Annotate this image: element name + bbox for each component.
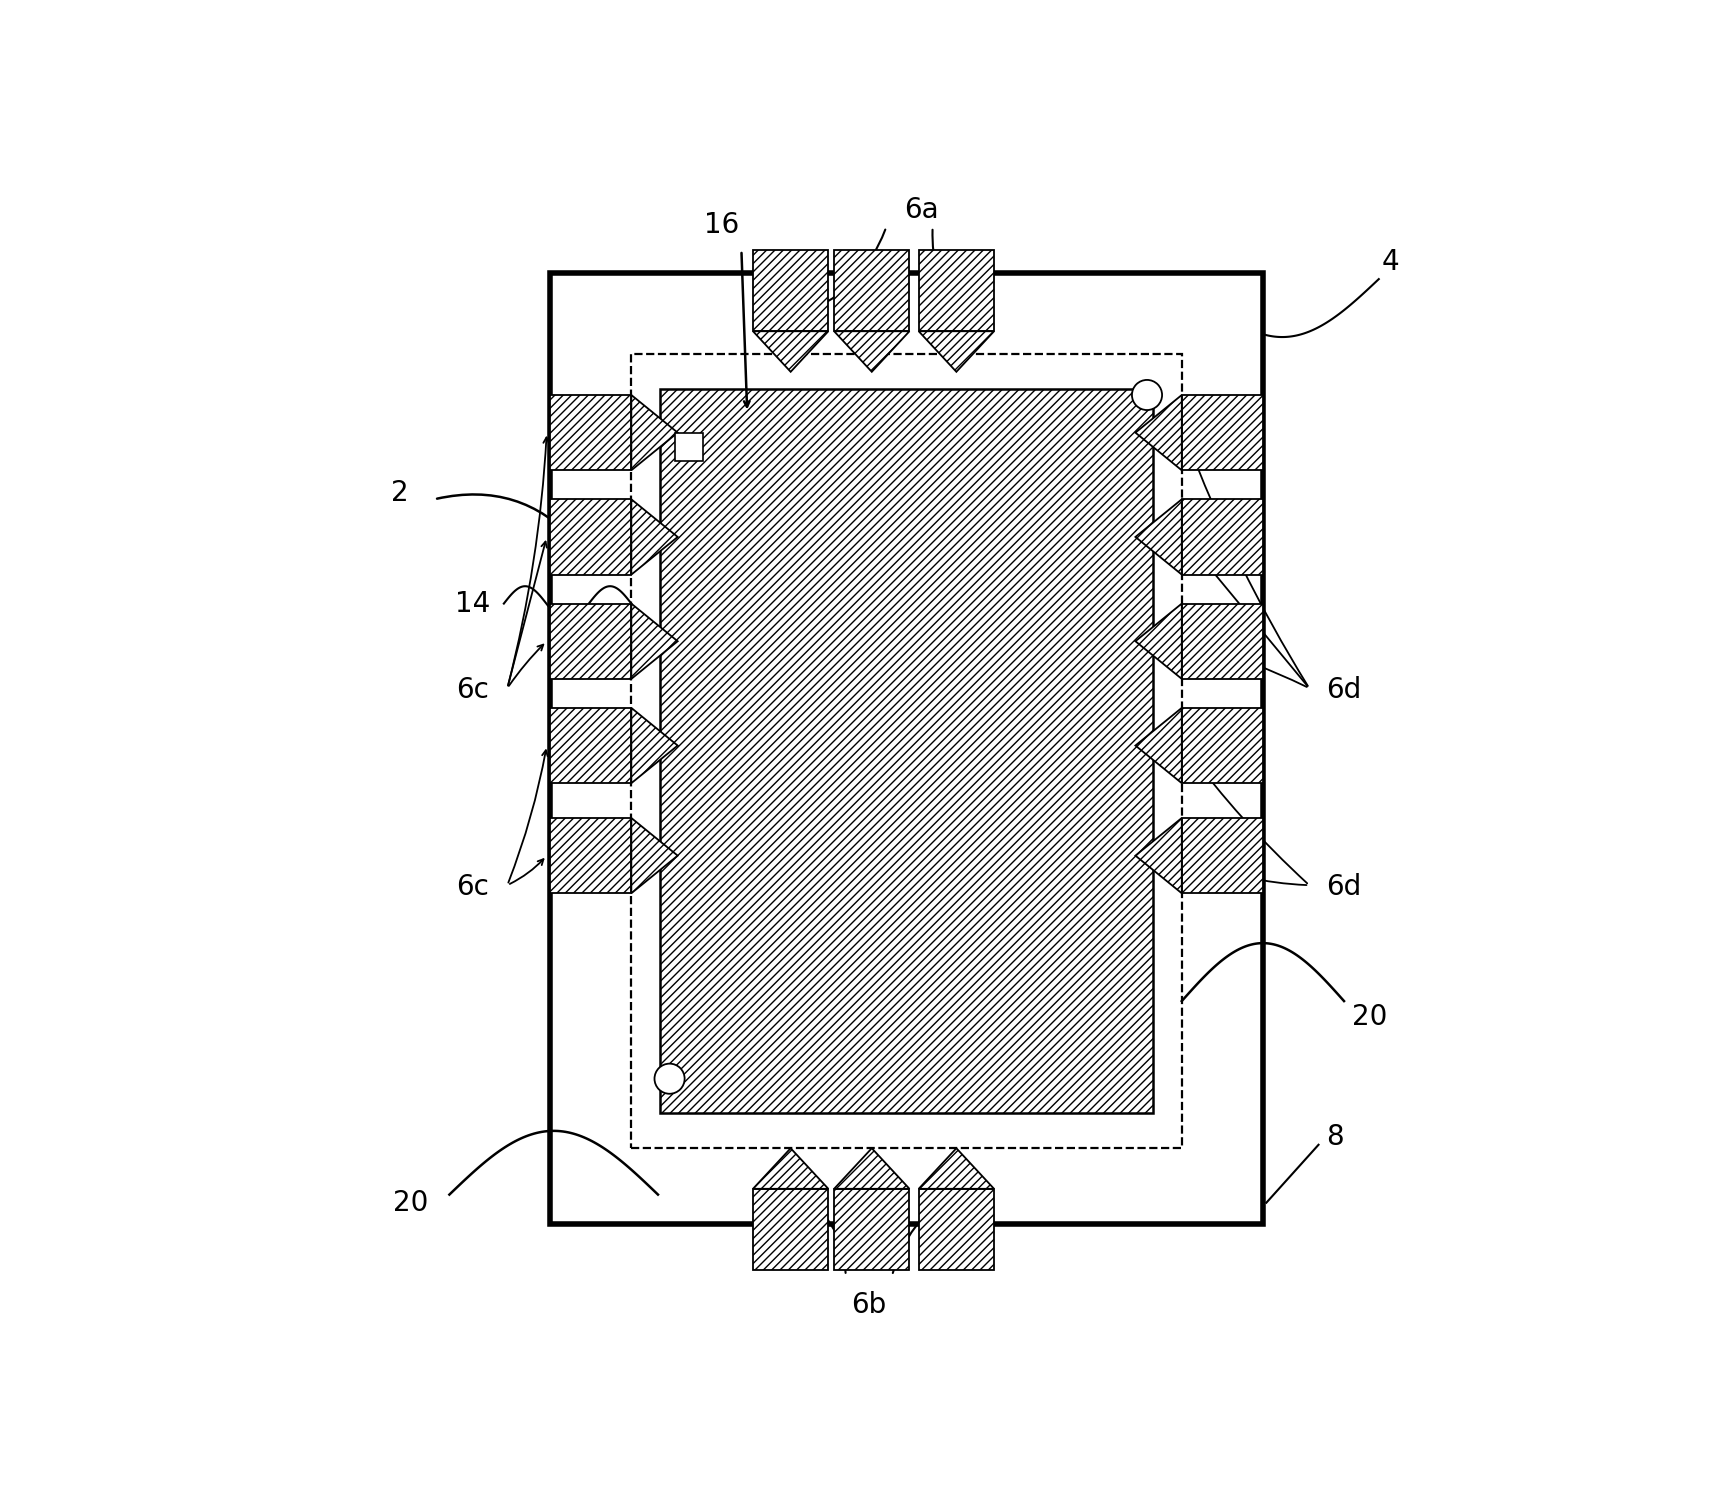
Bar <box>550 394 631 470</box>
Bar <box>550 500 631 575</box>
Bar <box>919 250 995 331</box>
Polygon shape <box>835 331 909 372</box>
Bar <box>1182 707 1263 783</box>
Text: 20: 20 <box>393 1189 430 1216</box>
Polygon shape <box>752 1148 828 1189</box>
Bar <box>835 250 909 331</box>
Bar <box>1182 500 1263 575</box>
Bar <box>675 433 703 461</box>
Bar <box>550 707 631 783</box>
Polygon shape <box>631 394 677 470</box>
Text: 6c: 6c <box>455 873 490 901</box>
Bar <box>550 274 1263 1224</box>
Polygon shape <box>631 707 677 783</box>
Bar <box>660 390 1153 1114</box>
Polygon shape <box>1136 604 1182 679</box>
Bar <box>919 1189 995 1270</box>
Polygon shape <box>835 1148 909 1189</box>
Text: 20: 20 <box>1352 1004 1386 1031</box>
Bar <box>835 1189 909 1270</box>
Text: 6a: 6a <box>904 196 938 224</box>
Polygon shape <box>1136 707 1182 783</box>
Polygon shape <box>919 331 995 372</box>
Polygon shape <box>1136 819 1182 894</box>
Text: 4: 4 <box>1381 248 1398 275</box>
Text: 6d: 6d <box>1326 873 1362 901</box>
Text: 16: 16 <box>704 211 739 239</box>
Bar <box>550 604 631 679</box>
Circle shape <box>655 1064 685 1094</box>
Bar <box>550 819 631 894</box>
Circle shape <box>1132 379 1161 409</box>
Text: 2: 2 <box>390 480 409 507</box>
Text: 8: 8 <box>1326 1123 1343 1151</box>
Polygon shape <box>752 331 828 372</box>
Polygon shape <box>919 1148 995 1189</box>
Bar <box>1182 819 1263 894</box>
Text: 14: 14 <box>455 590 490 617</box>
Polygon shape <box>1136 500 1182 575</box>
Polygon shape <box>631 819 677 894</box>
Bar <box>1182 604 1263 679</box>
Bar <box>752 250 828 331</box>
Bar <box>1182 394 1263 470</box>
Text: 6d: 6d <box>1326 676 1362 704</box>
Polygon shape <box>1136 394 1182 470</box>
Bar <box>631 354 1182 1148</box>
Polygon shape <box>631 500 677 575</box>
Text: 6b: 6b <box>850 1291 886 1318</box>
Text: 6c: 6c <box>455 676 490 704</box>
Bar <box>752 1189 828 1270</box>
Polygon shape <box>631 604 677 679</box>
